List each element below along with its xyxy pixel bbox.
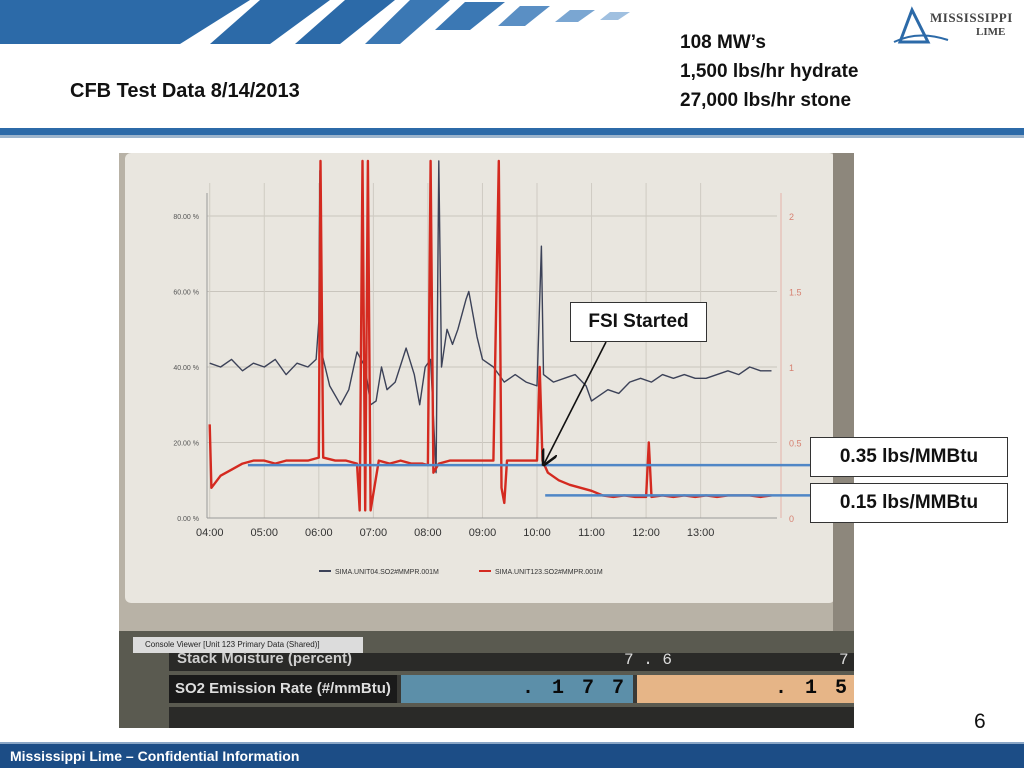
so2-chart: 0.00 %20.00 %40.00 %60.00 %80.00 %00.511… <box>119 153 854 631</box>
stack-moisture-label: Stack Moisture (percent) <box>177 650 353 667</box>
series <box>208 159 772 512</box>
spec-line: 108 MW’s <box>680 32 766 53</box>
so2-rate-value: . 1 5 <box>637 675 854 703</box>
footer-rule <box>0 742 1024 744</box>
x-tick-label: 12:00 <box>632 527 660 539</box>
console-row <box>169 707 854 728</box>
y-left-tick-label: 80.00 % <box>173 214 199 221</box>
x-tick-label: 04:00 <box>196 527 224 539</box>
so2-rate-label: SO2 Emission Rate (#/mmBtu) <box>169 675 397 703</box>
y-left-tick-label: 20.00 % <box>173 441 199 448</box>
y-right-tick-label: 0.5 <box>789 439 802 449</box>
x-tick-label: 08:00 <box>414 527 442 539</box>
spec-line: 27,000 lbs/hr stone <box>680 90 852 111</box>
footer-text: Mississippi Lime – Confidential Informat… <box>10 748 300 764</box>
slide-title: CFB Test Data 8/14/2013 <box>70 80 300 102</box>
footer-bar <box>0 744 1024 768</box>
spec-line: 1,500 lbs/hr hydrate <box>680 61 859 82</box>
header-stripes <box>0 0 660 44</box>
monitor-photo: 0.00 % 20.00 % 40.00 % 60.00 % 80.00 % 0 0.5 1 1… <box>119 153 854 728</box>
x-tick-label: 11:00 <box>578 527 605 539</box>
legend-label: SIMA.UNIT123.SO2#MMPR.001M <box>495 569 603 576</box>
x-tick-label: 06:00 <box>305 527 333 539</box>
level-low-callout: 0.15 lbs/MMBtu <box>810 483 1008 523</box>
legend: SIMA.UNIT04.SO2#MMPR.001M SIMA.UNIT123.SO… <box>319 569 603 576</box>
y-left-tick-label: 40.00 % <box>173 365 199 372</box>
y-right-tick-label: 0 <box>789 514 794 524</box>
fsi-started-callout: FSI Started <box>570 302 707 342</box>
x-tick-label: 10:00 <box>523 527 551 539</box>
header-rule <box>0 128 1024 135</box>
series-line <box>208 159 772 512</box>
console-row: Stack Moisture (percent) 7 . 6 7 . <box>169 650 854 687</box>
level-high-callout: 0.35 lbs/MMBtu <box>810 437 1008 477</box>
company-logo-icon <box>893 6 949 44</box>
y-right-tick-label: 2 <box>789 212 794 222</box>
console-row: SO2 Emission Rate (#/mmBtu) . 1 7 7 . 1 … <box>169 675 854 703</box>
console-panel: Console Viewer [Unit 123 Primary Data (S… <box>119 631 854 728</box>
header-rule-accent <box>0 135 1024 138</box>
stack-moisture-value: 7 . 6 <box>624 651 673 669</box>
page-number: 6 <box>974 710 986 733</box>
console-tab[interactable]: Console Viewer [Unit 123 Primary Data (S… <box>133 637 363 653</box>
x-tick-label: 13:00 <box>687 527 715 539</box>
x-tick-label: 05:00 <box>251 527 279 539</box>
logo-text: MISSISSIPPI <box>930 10 1013 25</box>
x-tick-label: 09:00 <box>469 527 497 539</box>
x-tick-label: 07:00 <box>360 527 388 539</box>
y-right-tick-label: 1 <box>789 363 794 373</box>
axis-ticks: 0.00 %20.00 %40.00 %60.00 %80.00 %00.511… <box>173 212 801 539</box>
legend-label: SIMA.UNIT04.SO2#MMPR.001M <box>335 569 439 576</box>
y-left-tick-label: 0.00 % <box>177 516 199 523</box>
y-right-tick-label: 1.5 <box>789 288 802 298</box>
y-left-tick-label: 60.00 % <box>173 290 199 297</box>
so2-rate-value: . 1 7 7 <box>401 675 633 703</box>
test-specs: 108 MW’s 1,500 lbs/hr hydrate 27,000 lbs… <box>680 28 858 115</box>
logo-text: LIME <box>976 26 1006 38</box>
